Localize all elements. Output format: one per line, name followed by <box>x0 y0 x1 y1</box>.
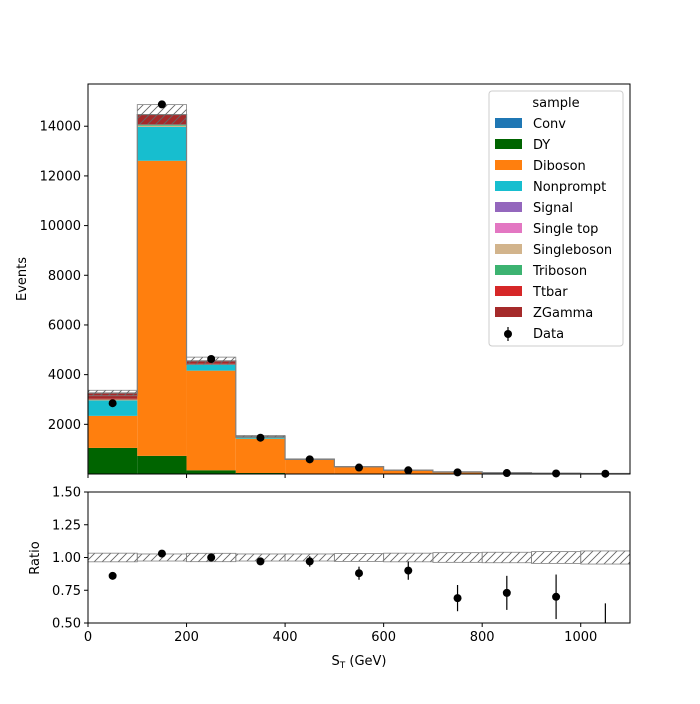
ratio-band-bin-7 <box>433 553 482 563</box>
bar-diboson-bin-1 <box>137 161 186 456</box>
ratio-point-bin-6 <box>404 567 412 575</box>
ratio-y-tick-label-0: 0.50 <box>52 617 81 632</box>
main-y-tick-label-2: 6000 <box>48 318 81 333</box>
data-point-bin-8 <box>503 469 511 477</box>
ratio-y-tick-label-4: 1.50 <box>52 486 81 501</box>
x-tick-label-3: 600 <box>371 630 396 645</box>
ratio-point-bin-1 <box>158 550 166 558</box>
data-point-bin-1 <box>158 100 166 108</box>
data-point-bin-0 <box>109 399 117 407</box>
ratio-band-bin-10 <box>581 551 630 564</box>
legend-label-diboson: Diboson <box>533 159 586 174</box>
ratio-points <box>109 550 610 669</box>
data-point-bin-4 <box>306 455 314 463</box>
legend-label-nonprompt: Nonprompt <box>533 180 606 195</box>
legend-label-ttbar: Ttbar <box>532 285 568 300</box>
bar-nonprompt-bin-1 <box>137 127 186 161</box>
main-y-tick-label-3: 8000 <box>48 269 81 284</box>
bar-diboson-bin-3 <box>236 439 285 473</box>
legend-label-dy: DY <box>533 138 550 153</box>
data-point-bin-6 <box>404 466 412 474</box>
data-point-bin-10 <box>601 470 609 478</box>
main-y-tick-label-1: 4000 <box>48 368 81 383</box>
x-axis-label: ST (GeV) <box>331 654 386 671</box>
legend: sample Conv DY Diboson Nonprompt Signal Singl… <box>489 91 623 346</box>
bar-dy-bin-1 <box>137 456 186 474</box>
bar-diboson-bin-2 <box>187 371 236 471</box>
x-tick-label-0: 0 <box>84 630 92 645</box>
legend-label-zgamma: ZGamma <box>533 306 593 321</box>
main-y-tick-label-5: 12000 <box>40 169 81 184</box>
bar-diboson-bin-0 <box>88 416 137 448</box>
legend-swatch-dy <box>495 139 522 149</box>
ratio-band-bin-5 <box>334 554 383 562</box>
ratio-point-bin-4 <box>306 557 314 565</box>
ratio-y-tick-label-3: 1.25 <box>52 518 81 533</box>
legend-label-singleboson: Singleboson <box>533 243 612 258</box>
legend-swatch-nonprompt <box>495 181 522 191</box>
main-y-tick-label-0: 2000 <box>48 418 81 433</box>
ratio-band-bin-8 <box>482 552 531 562</box>
bar-singleboson-bin-1 <box>137 126 186 127</box>
legend-swatch-diboson <box>495 160 522 170</box>
bar-nonprompt-bin-2 <box>187 365 236 371</box>
ratio-point-bin-9 <box>552 593 560 601</box>
data-point-bin-9 <box>552 469 560 477</box>
data-point-bin-3 <box>256 434 264 442</box>
ratio-uncertainty-band <box>88 551 630 564</box>
x-axis-label-unit: (GeV) <box>345 654 386 669</box>
ratio-point-bin-7 <box>454 594 462 602</box>
main-y-tick-label-6: 14000 <box>40 120 81 135</box>
legend-swatch-triboson <box>495 265 522 275</box>
legend-swatch-single-top <box>495 223 522 233</box>
ratio-point-bin-10 <box>601 632 609 640</box>
bar-dy-bin-0 <box>88 448 137 474</box>
ratio-point-bin-3 <box>256 557 264 565</box>
ratio-plot: Ratio ST (GeV) 0.50 0.75 1.00 1.25 1.50 0 200 4… <box>28 486 630 672</box>
ratio-band-bin-6 <box>384 553 433 562</box>
legend-swatch-singleboson <box>495 244 522 254</box>
data-point-bin-7 <box>454 468 462 476</box>
ratio-band-bin-0 <box>88 553 137 562</box>
main-y-axis-label: Events <box>15 257 30 301</box>
legend-label-conv: Conv <box>533 117 566 132</box>
bar-triboson-bin-1 <box>137 125 186 126</box>
ratio-point-bin-2 <box>207 554 215 562</box>
x-tick-label-4: 800 <box>470 630 495 645</box>
legend-label-triboson: Triboson <box>532 264 587 279</box>
x-tick-label-1: 200 <box>174 630 199 645</box>
x-tick-label-5: 1000 <box>564 630 597 645</box>
legend-title: sample <box>532 96 579 111</box>
legend-marker-data <box>504 330 512 338</box>
ratio-y-tick-label-2: 1.00 <box>52 551 81 566</box>
legend-swatch-conv <box>495 118 522 128</box>
ratio-band-bin-9 <box>531 552 580 564</box>
x-axis-label-main: S <box>331 654 339 669</box>
ratio-y-tick-label-1: 0.75 <box>52 584 81 599</box>
legend-label-data: Data <box>533 327 564 342</box>
data-point-bin-5 <box>355 464 363 472</box>
legend-swatch-ttbar <box>495 286 522 296</box>
data-point-bin-2 <box>207 355 215 363</box>
legend-label-single-top: Single top <box>533 222 598 237</box>
main-y-tick-label-4: 10000 <box>40 219 81 234</box>
ratio-point-bin-8 <box>503 589 511 597</box>
mc-uncertainty-band-bin-0 <box>88 390 137 395</box>
x-tick-label-2: 400 <box>273 630 298 645</box>
legend-label-signal: Signal <box>533 201 573 216</box>
bar-dy-bin-2 <box>187 470 236 474</box>
ratio-point-bin-0 <box>109 572 117 580</box>
ratio-y-axis-label: Ratio <box>28 541 43 574</box>
legend-swatch-zgamma <box>495 307 522 317</box>
legend-swatch-signal <box>495 202 522 212</box>
ratio-point-bin-5 <box>355 569 363 577</box>
